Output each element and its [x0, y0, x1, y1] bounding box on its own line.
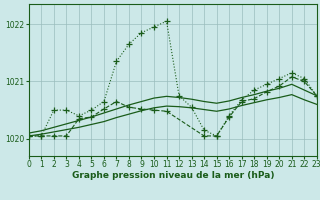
- X-axis label: Graphe pression niveau de la mer (hPa): Graphe pression niveau de la mer (hPa): [72, 171, 274, 180]
